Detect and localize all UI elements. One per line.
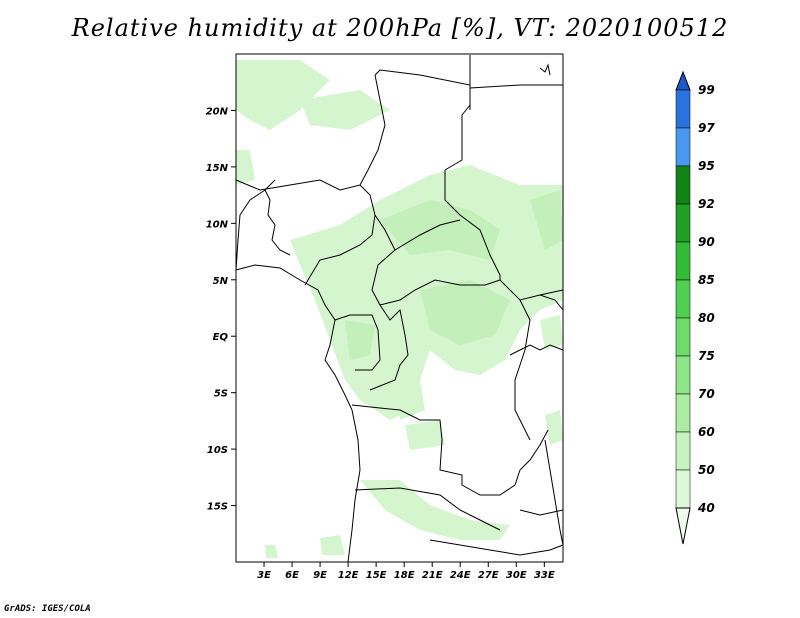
humidity-region	[236, 150, 255, 185]
border-line	[509, 344, 564, 356]
colorbar-label: 80	[698, 311, 715, 325]
x-tick-label: 33E	[534, 570, 555, 581]
colorbar-segment	[675, 203, 691, 243]
border-line	[264, 189, 291, 256]
colorbar-label: 75	[698, 349, 715, 363]
humidity-region	[345, 320, 375, 360]
y-tick-label: 10S	[207, 445, 228, 456]
border-line	[514, 299, 531, 441]
border-line	[235, 179, 276, 271]
colorbar-label: 85	[698, 273, 715, 287]
x-tick-label: 18E	[394, 570, 415, 581]
border-line	[429, 539, 564, 556]
humidity-fields	[236, 60, 563, 558]
x-tick-label: 3E	[257, 570, 271, 581]
x-tick-label: 30E	[506, 570, 527, 581]
y-tick-label: 15N	[206, 163, 229, 174]
colorbar-segment	[675, 127, 691, 167]
map-frame	[235, 53, 564, 563]
colorbar-segment	[675, 355, 691, 395]
x-tick-label: 15E	[366, 570, 387, 581]
colorbar-segment	[675, 89, 691, 129]
x-tick-label: 27E	[478, 570, 499, 581]
border-line	[469, 84, 563, 89]
humidity-region	[420, 280, 510, 345]
humidity-region	[265, 545, 278, 558]
x-tick-label: 6E	[285, 570, 299, 581]
x-tick-label: 24E	[450, 570, 471, 581]
colorbar-segment	[675, 393, 691, 433]
humidity-region	[236, 60, 330, 130]
x-tick-label: 9E	[313, 570, 327, 581]
colorbar-label: 50	[698, 463, 715, 477]
x-tick-label: 21E	[422, 570, 443, 581]
chart-title: Relative humidity at 200hPa [%], VT: 202…	[71, 14, 729, 42]
border-line	[235, 179, 376, 286]
humidity-region	[360, 480, 510, 540]
colorbar-label: 92	[698, 197, 715, 211]
border-line	[351, 404, 549, 496]
y-tick-label: 20N	[206, 106, 229, 117]
colorbar-segment	[675, 431, 691, 471]
colorbar-segment	[675, 317, 691, 357]
border-line	[394, 219, 461, 251]
humidity-region	[395, 380, 425, 420]
y-tick-label: EQ	[213, 332, 229, 343]
humidity-region	[540, 315, 563, 350]
border-line	[539, 63, 551, 76]
colorbar-top-triangle	[675, 70, 691, 91]
colorbar-bottom-triangle	[675, 507, 691, 545]
colorbar: 40 50 60 70 75 80 85 90 92 95 97 99	[675, 70, 715, 545]
country-borders	[235, 55, 564, 563]
x-axis: 3E 6E 9E 12E 15E 18E 21E 24E 27E 30E 33E	[257, 562, 555, 581]
border-line	[374, 69, 471, 171]
border-line	[369, 304, 409, 391]
border-line	[371, 214, 564, 306]
border-line	[235, 264, 361, 563]
humidity-region	[530, 190, 563, 250]
y-tick-label: 10N	[206, 219, 229, 230]
humidity-region	[545, 410, 563, 445]
y-tick-label: 15S	[207, 502, 228, 513]
border-line	[354, 487, 501, 531]
colorbar-segment	[675, 165, 691, 205]
humidity-region	[405, 420, 445, 450]
border-line	[334, 314, 381, 371]
humidity-region	[380, 200, 500, 260]
colorbar-label: 99	[698, 83, 715, 97]
border-line	[359, 74, 386, 186]
colorbar-segment	[675, 469, 691, 509]
x-tick-label: 12E	[338, 570, 359, 581]
colorbar-label: 95	[698, 159, 715, 173]
humidity-region	[300, 90, 390, 130]
border-line	[444, 170, 501, 280]
colorbar-segment	[675, 279, 691, 319]
y-tick-label: 5N	[213, 276, 229, 287]
colorbar-label: 97	[698, 121, 715, 135]
colorbar-label: 90	[698, 235, 715, 249]
border-line	[539, 294, 564, 311]
border-line	[519, 509, 564, 516]
colorbar-label: 60	[698, 425, 715, 439]
colorbar-label: 70	[698, 387, 715, 401]
border-line	[544, 439, 564, 546]
y-axis: 20N 15N 10N 5N EQ 5S 10S 15S	[206, 106, 236, 513]
colorbar-label: 40	[697, 501, 715, 515]
y-tick-label: 5S	[214, 389, 228, 400]
grads-credit: GrADS: IGES/COLA	[4, 604, 91, 614]
colorbar-segment	[675, 241, 691, 281]
humidity-region	[320, 535, 345, 555]
